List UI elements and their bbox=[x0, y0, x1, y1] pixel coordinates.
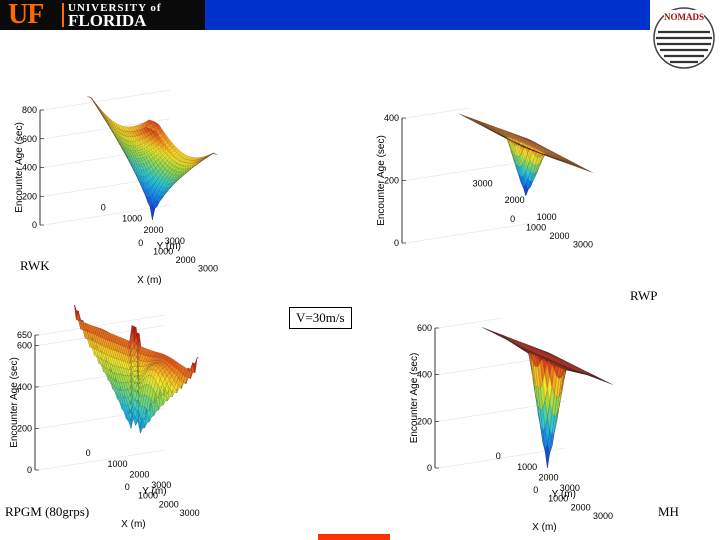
y-tick-label: 2000 bbox=[143, 225, 163, 235]
y-tick-label: 3000 bbox=[151, 480, 171, 490]
z-tick-label: 200 bbox=[384, 176, 399, 186]
chart-rwk: 0 200 400 600 800 Encounter Age (sec) 0 1000 200… bbox=[0, 70, 320, 295]
logo-separator bbox=[62, 3, 64, 27]
chart-rpgm-label: RPGM (80grps) bbox=[5, 504, 90, 520]
surface-patch bbox=[213, 153, 219, 156]
x-tick-label: 2000 bbox=[176, 255, 196, 265]
y-tick-label: 2000 bbox=[129, 470, 149, 480]
z-tick-label: 800 bbox=[22, 105, 37, 115]
z-tick-label: 0 bbox=[394, 238, 399, 248]
z-axis-label: Encounter Age (sec) bbox=[409, 353, 420, 444]
z-tick-label: 600 bbox=[417, 323, 432, 333]
z-tick-label: 0 bbox=[32, 220, 37, 230]
y-tick-label: 2000 bbox=[538, 473, 558, 483]
x-axis-label: X (m) bbox=[532, 522, 556, 533]
x-tick-label: 3000 bbox=[573, 240, 593, 250]
y-tick-label: 1000 bbox=[107, 459, 127, 469]
z-tick-label: 400 bbox=[384, 113, 399, 123]
z-tick-label: 600 bbox=[17, 340, 32, 350]
x-tick-label: 1000 bbox=[526, 223, 546, 233]
z-tick-label: 400 bbox=[17, 382, 32, 392]
y-axis-label: Y (m) bbox=[157, 241, 181, 252]
surface bbox=[481, 327, 614, 469]
x-tick-label: 2000 bbox=[159, 499, 179, 509]
nomads-logo-text: NOMADS bbox=[664, 12, 704, 22]
x-tick-label: 1000 bbox=[548, 494, 568, 504]
chart-mh-label: MH bbox=[658, 504, 679, 520]
uf-logo: UF UNIVERSITY of FLORIDA bbox=[0, 0, 205, 30]
y-axis-label: Y (m) bbox=[552, 489, 576, 500]
z-axis-label: Encounter Age (sec) bbox=[9, 357, 20, 448]
y-tick-label: 2000 bbox=[505, 195, 525, 205]
x-tick-label: 0 bbox=[533, 485, 538, 495]
nomads-logo: NOMADS bbox=[653, 7, 715, 69]
axis-frame bbox=[34, 314, 166, 471]
z-tick-label: 200 bbox=[417, 416, 432, 426]
axis-frame bbox=[401, 108, 533, 244]
y-tick-label: 3000 bbox=[473, 178, 493, 188]
y-tick-label: 3000 bbox=[165, 236, 185, 246]
y-axis-label: Y (m) bbox=[142, 486, 166, 497]
x-tick-label: 2000 bbox=[550, 231, 570, 241]
x-tick-label: 3000 bbox=[593, 511, 613, 521]
z-tick-label: 650 bbox=[17, 330, 32, 340]
logo-uf-text: UF bbox=[8, 0, 44, 30]
accent-bar bbox=[318, 534, 390, 540]
x-tick-label: 0 bbox=[510, 214, 515, 224]
x-tick-label: 0 bbox=[138, 238, 143, 248]
z-tick-label: 0 bbox=[27, 465, 32, 475]
surface bbox=[74, 305, 200, 434]
y-tick-label: 0 bbox=[496, 451, 501, 461]
y-tick-label: 1000 bbox=[122, 214, 142, 224]
x-tick-label: 1000 bbox=[153, 247, 173, 257]
x-tick-label: 1000 bbox=[138, 491, 158, 501]
surface-patch bbox=[194, 356, 200, 364]
chart-rwk-label: RWK bbox=[20, 258, 50, 274]
x-tick-label: 0 bbox=[125, 482, 130, 492]
chart-rpgm: 0 200 400 600 650 Encounter Age (sec) 0 1000 200… bbox=[0, 305, 320, 540]
y-tick-label: 1000 bbox=[517, 462, 537, 472]
z-tick-label: 200 bbox=[22, 191, 37, 201]
surface bbox=[86, 95, 219, 221]
z-tick-label: 400 bbox=[22, 163, 37, 173]
x-tick-label: 2000 bbox=[571, 502, 591, 512]
y-tick-label: 0 bbox=[101, 202, 106, 212]
chart-mh: 0 200 400 600 Encounter Age (sec) 0 1000 2000 30… bbox=[390, 318, 720, 540]
y-tick-label: 0 bbox=[86, 448, 91, 458]
speed-label: V=30m/s bbox=[289, 307, 352, 329]
surface-patch bbox=[588, 170, 594, 173]
logo-university-text: UNIVERSITY of bbox=[68, 2, 162, 14]
x-axis-label: X (m) bbox=[121, 519, 145, 530]
z-tick-label: 0 bbox=[427, 463, 432, 473]
x-tick-label: 3000 bbox=[198, 264, 218, 274]
x-axis-label: X (m) bbox=[137, 275, 161, 286]
logo-florida-text: FLORIDA bbox=[68, 11, 147, 30]
chart-rwp-label: RWP bbox=[630, 288, 658, 304]
surface-patch bbox=[608, 382, 614, 385]
z-tick-label: 600 bbox=[22, 134, 37, 144]
surface bbox=[458, 113, 594, 197]
z-tick-label: 200 bbox=[17, 423, 32, 433]
y-tick-label: 3000 bbox=[560, 483, 580, 493]
z-axis-label: Encounter Age (sec) bbox=[376, 135, 387, 226]
y-tick-label: 1000 bbox=[537, 212, 557, 222]
z-tick-label: 400 bbox=[417, 370, 432, 380]
z-axis-label: Encounter Age (sec) bbox=[14, 122, 25, 213]
chart-rwp: 0 200 400 Encounter Age (sec) 0 1000 2000 3000 3… bbox=[360, 108, 720, 304]
x-tick-label: 3000 bbox=[180, 508, 200, 518]
